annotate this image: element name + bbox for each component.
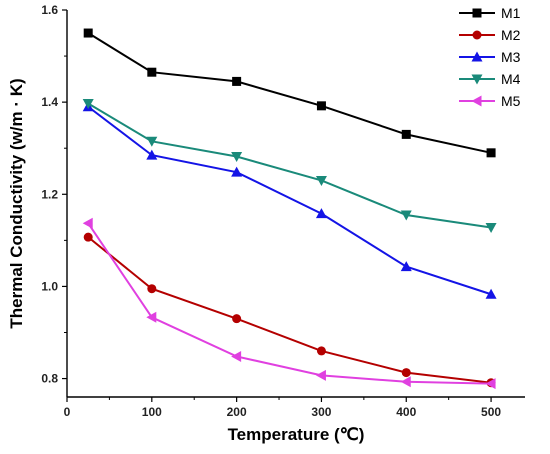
data-point-m2 — [316, 346, 326, 356]
series-line-m3 — [87, 105, 492, 296]
data-point-m2 — [147, 284, 157, 294]
legend-marker — [471, 51, 483, 62]
legend-item-m3: M3 — [459, 49, 521, 65]
x-tick-label: 100 — [142, 405, 162, 419]
legend-label: M4 — [501, 71, 521, 87]
data-point-m1 — [83, 28, 93, 38]
series-line-m1 — [87, 32, 492, 154]
axes: 0 100 200 300 400 500 0.8 1.0 1.2 1.4 1.6 — [41, 3, 525, 419]
x-tick-label: 200 — [227, 405, 247, 419]
data-point-m4 — [82, 99, 94, 110]
data-point-m5 — [485, 378, 496, 390]
y-tick-label: 1.0 — [41, 279, 58, 293]
y-tick-label: 1.6 — [41, 3, 58, 17]
data-point-m1 — [147, 67, 157, 77]
y-axis-title: Thermal Conductivity (w/m · K) — [7, 78, 26, 328]
legend-item-m4: M4 — [459, 71, 521, 87]
legend-item-m2: M2 — [459, 27, 521, 43]
x-tick-label: 300 — [311, 405, 331, 419]
data-point-m1 — [486, 148, 496, 158]
data-point-m3 — [231, 166, 243, 177]
data-point-m2 — [83, 232, 93, 242]
series-line-m5 — [87, 222, 492, 385]
data-point-m2 — [232, 314, 242, 324]
x-tick-label: 0 — [64, 405, 71, 419]
series-line-m2 — [87, 236, 492, 384]
y-tick-label: 0.8 — [41, 372, 58, 386]
series-m5 — [82, 217, 496, 390]
legend-label: M5 — [501, 93, 521, 109]
series-m2 — [83, 232, 496, 388]
series-m3 — [82, 101, 497, 299]
series-group — [82, 28, 497, 390]
legend-label: M1 — [501, 5, 521, 21]
legend-marker — [471, 95, 482, 107]
data-point-m3 — [315, 208, 327, 219]
legend-marker — [472, 8, 482, 18]
data-point-m2 — [401, 368, 411, 378]
series-line-m4 — [87, 102, 492, 229]
legend-marker — [471, 74, 483, 85]
x-axis-title: Temperature (℃) — [228, 425, 365, 444]
legend-marker — [472, 30, 482, 40]
legend-item-m5: M5 — [459, 93, 521, 109]
legend-label: M2 — [501, 27, 521, 43]
y-tick-label: 1.4 — [41, 95, 58, 109]
data-point-m3 — [146, 149, 158, 160]
data-point-m5 — [82, 217, 93, 229]
series-m1 — [83, 28, 496, 158]
data-point-m4 — [315, 175, 327, 186]
data-point-m5 — [400, 376, 411, 388]
data-point-m5 — [231, 350, 242, 362]
x-tick-label: 500 — [481, 405, 501, 419]
legend-item-m1: M1 — [459, 5, 521, 21]
data-point-m4 — [231, 152, 243, 163]
x-tick-label: 400 — [396, 405, 416, 419]
data-point-m5 — [146, 311, 157, 323]
series-m4 — [82, 99, 497, 233]
data-point-m4 — [485, 222, 497, 233]
data-point-m4 — [146, 136, 158, 147]
data-point-m4 — [400, 210, 412, 221]
data-point-m3 — [400, 261, 412, 272]
legend-label: M3 — [501, 49, 521, 65]
data-point-m3 — [485, 288, 497, 299]
data-point-m1 — [232, 76, 242, 86]
data-point-m1 — [401, 129, 411, 139]
legend: M1 M2 M3 M4 M5 — [459, 5, 521, 109]
y-tick-label: 1.2 — [41, 187, 58, 201]
data-point-m1 — [316, 101, 326, 111]
data-point-m5 — [315, 369, 326, 381]
